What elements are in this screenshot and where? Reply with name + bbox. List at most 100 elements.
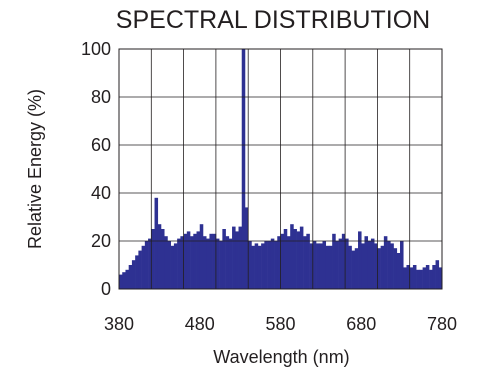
x-tick-label: 780 [427,314,457,334]
bar [131,260,136,289]
bar [325,245,330,289]
bar [125,269,129,289]
bar [322,241,327,289]
y-tick-label: 40 [91,183,111,203]
bar [148,238,152,289]
bar [248,241,252,289]
bar [186,231,191,289]
bar [364,236,369,289]
bar [283,229,288,289]
bar [244,207,249,289]
bar [422,267,427,289]
y-tick-label: 20 [91,231,111,251]
bar [202,236,207,289]
bar [390,243,394,289]
bar [177,238,181,289]
bar [170,245,175,289]
bar [235,231,239,289]
bar [393,248,398,289]
bar [157,224,162,289]
bar [257,245,262,289]
bar [296,231,301,289]
bar [196,231,201,289]
bar [212,233,217,289]
bar [429,269,433,289]
x-tick-label: 680 [346,314,376,334]
bar [238,226,243,289]
bar [199,224,204,289]
bar [409,267,414,289]
bar [241,49,246,289]
bar [215,238,220,289]
bars-group [119,49,443,289]
bar [122,272,126,289]
bar [219,241,223,289]
bar [432,265,436,289]
bar [335,241,339,289]
bar [267,241,272,289]
bar [351,250,356,289]
bar [438,267,443,289]
bar [164,236,168,289]
bar [312,241,317,289]
bar [425,265,430,289]
bar [264,241,268,289]
bar [206,238,210,289]
bar [416,269,420,289]
x-tick-label: 380 [104,314,134,334]
bar [141,245,146,289]
bar [419,269,423,289]
y-tick-label: 80 [91,87,111,107]
bar [154,197,159,289]
bar [209,233,213,289]
bar [361,243,365,289]
y-tick-labels: 0 20 40 60 80 100 [81,39,111,299]
bar [387,241,391,289]
bar [261,243,265,289]
bar [338,238,343,289]
bar [332,233,336,289]
bar [400,241,404,289]
bar [222,229,226,289]
bar [138,250,142,289]
bar [412,265,417,289]
chart-title: SPECTRAL DISTRIBUTION [116,6,430,34]
bar [183,233,188,289]
bar [328,245,333,289]
x-tick-labels: 380 480 580 680 780 [104,314,457,334]
bar [228,238,233,289]
bar [358,231,362,289]
bar [270,238,275,289]
bar [167,241,171,289]
bar [280,233,285,289]
bar [435,260,440,289]
bar [128,265,133,289]
bar [380,245,385,289]
bar [293,229,297,289]
bar [254,243,259,289]
bar [225,236,230,289]
bar [151,229,155,289]
bar [232,226,236,289]
bar [309,243,314,289]
x-axis-label: Wavelength (nm) [213,347,349,367]
bar [367,241,372,289]
bar [403,267,407,289]
bar [306,233,310,289]
bar [377,248,381,289]
bar [348,245,352,289]
bar [286,236,291,289]
bar [160,229,165,289]
bar [316,243,320,289]
bar [370,238,375,289]
bar [274,241,278,289]
y-axis-label: Relative Energy (%) [25,89,45,249]
bar [193,233,197,289]
bar [396,253,401,289]
plot-frame [118,48,443,290]
bar [345,238,349,289]
bar [374,243,378,289]
bar [383,236,388,289]
x-tick-label: 580 [265,314,295,334]
